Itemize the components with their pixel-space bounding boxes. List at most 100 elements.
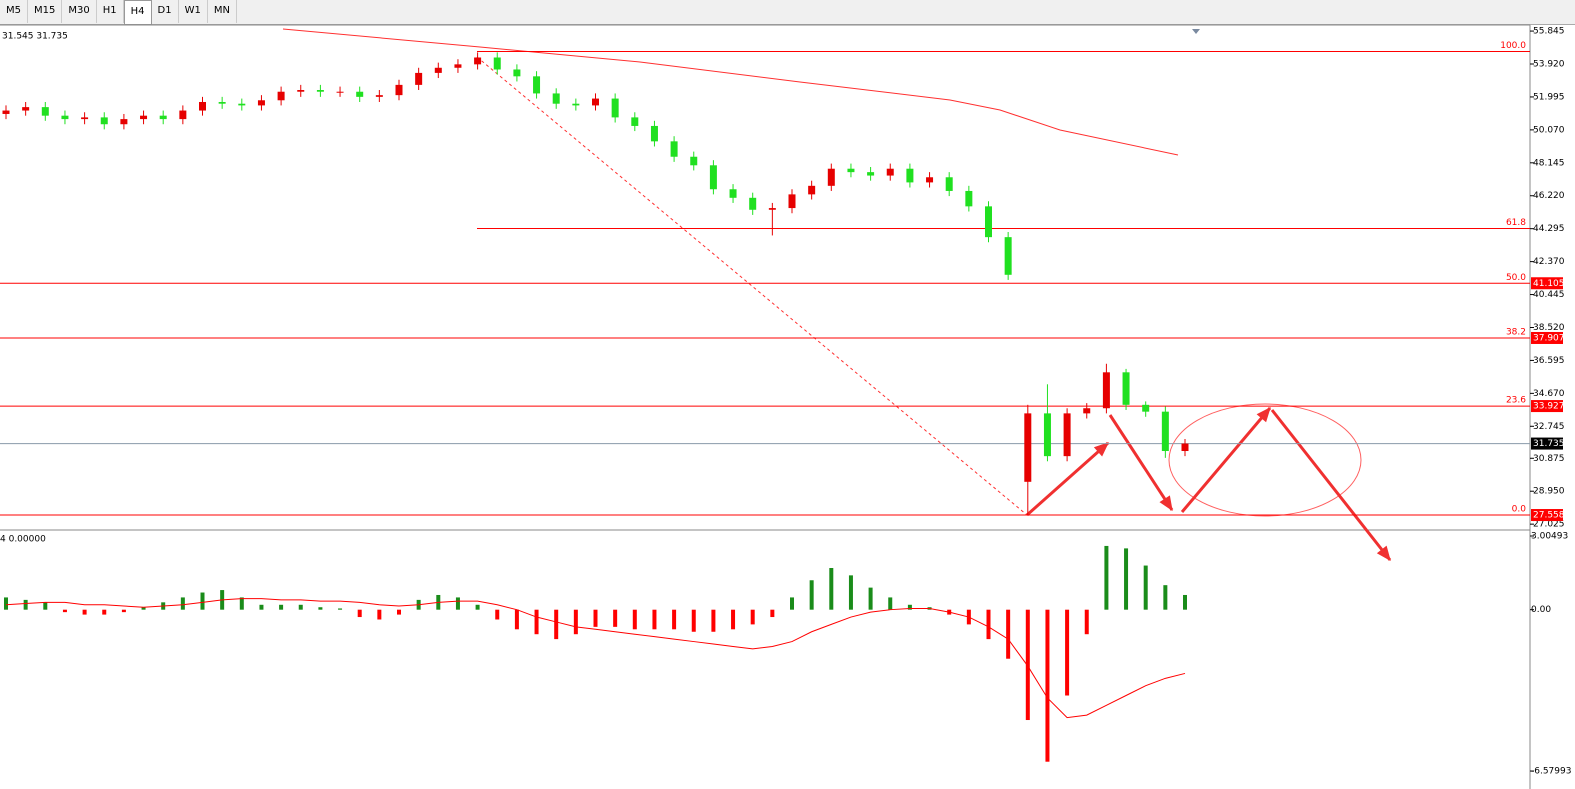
candle-body — [100, 117, 108, 125]
candle-body — [985, 206, 992, 238]
arrow-head — [1256, 407, 1271, 423]
macd-bar — [1025, 609, 1030, 721]
arrow-head — [1376, 545, 1391, 562]
candle-body — [847, 168, 855, 173]
macd-bar — [770, 609, 775, 618]
y-tick-label: 50.070 — [1533, 125, 1565, 135]
macd-bar — [4, 597, 8, 610]
timeframe-tab[interactable]: D1 — [152, 0, 179, 23]
macd-bar — [829, 568, 834, 610]
macd-bar — [377, 609, 382, 620]
candle-body — [867, 172, 875, 176]
macd-bar — [43, 602, 48, 610]
y-tick-label: 40.445 — [1533, 290, 1565, 300]
macd-bar — [102, 609, 107, 615]
timeframe-tab[interactable]: MN — [208, 0, 237, 23]
quote: 31.545 31.735 — [2, 32, 68, 42]
candle-body — [434, 67, 442, 73]
macd-label: 4 0.00000 — [0, 535, 46, 545]
macd-bar — [613, 609, 618, 627]
macd-bar — [121, 609, 126, 613]
candle-body — [1181, 443, 1189, 452]
macd-bar — [1163, 585, 1168, 610]
candle-body — [1043, 413, 1051, 457]
timeframe-tab[interactable]: H1 — [97, 0, 124, 23]
macd-bar — [652, 609, 657, 630]
y-tick-label: 55.845 — [1533, 27, 1565, 37]
trend-line — [476, 56, 1028, 516]
price-box-label: 27.558 — [1533, 511, 1565, 521]
candle-body — [218, 101, 226, 104]
y-tick-label: 48.145 — [1533, 158, 1565, 168]
candle-body — [650, 125, 658, 142]
macd-bar — [357, 609, 362, 618]
y-tick-label: 3.00493 — [1531, 532, 1568, 542]
candle-body — [493, 57, 501, 70]
macd-bar — [907, 604, 912, 610]
candle-body — [926, 177, 934, 183]
macd-bar — [554, 609, 559, 640]
macd-bar — [1006, 609, 1011, 659]
y-tick-label: 28.950 — [1533, 487, 1565, 497]
macd-bar — [338, 608, 343, 610]
macd-bar — [1065, 609, 1070, 696]
y-tick-label: 0.00 — [1531, 605, 1551, 615]
macd-bar — [731, 609, 736, 630]
y-tick-label: 44.295 — [1533, 224, 1565, 234]
macd-bar — [1183, 594, 1187, 610]
candle-body — [788, 194, 796, 209]
arrow-shaft — [1026, 441, 1109, 517]
candle-body — [886, 168, 894, 176]
timeframe-tab[interactable]: W1 — [179, 0, 208, 23]
arrow-shaft — [1270, 409, 1392, 561]
fib-label: 23.6 — [1506, 396, 1526, 406]
macd-bar — [711, 609, 716, 632]
candle-body — [965, 190, 973, 207]
price-box — [1531, 509, 1563, 522]
timeframe-tab[interactable]: M30 — [62, 0, 97, 23]
macd-bar — [790, 597, 794, 610]
macd-bar — [888, 597, 893, 610]
candle-body — [395, 84, 403, 96]
arrow-head — [1093, 442, 1109, 457]
macd-bar — [259, 604, 264, 610]
candle-body — [277, 91, 285, 101]
candle-body — [61, 115, 69, 120]
candle-body — [257, 100, 265, 106]
macd-bar — [239, 597, 244, 610]
macd-bar — [848, 575, 853, 610]
macd-bar — [200, 592, 205, 610]
candle-body — [41, 107, 49, 116]
timeframe-tab[interactable]: M5 — [0, 0, 28, 23]
macd-bar — [1104, 545, 1109, 610]
y-tick-label: 30.875 — [1533, 454, 1565, 464]
candle-body — [356, 91, 364, 97]
candle-body — [749, 197, 757, 210]
y-tick-label: 38.520 — [1533, 323, 1565, 333]
macd-bar — [514, 609, 519, 630]
candle-body — [1024, 413, 1032, 482]
price-box — [1531, 331, 1563, 344]
y-tick-label: 53.920 — [1533, 60, 1565, 70]
candle-body — [1083, 408, 1091, 414]
candle-body — [827, 168, 835, 186]
macd-bar — [1124, 548, 1129, 610]
candle-body — [316, 90, 324, 92]
ellipse — [1168, 403, 1362, 517]
candle-body — [709, 165, 717, 190]
candle-body — [670, 141, 678, 157]
timeframe-tab[interactable]: M15 — [28, 0, 63, 23]
candle-body — [375, 95, 383, 97]
candle-body — [611, 98, 619, 118]
macd-bar — [1143, 565, 1148, 610]
y-tick-label: 36.595 — [1533, 356, 1565, 366]
macd-bar — [298, 604, 303, 610]
y-tick-label: 46.220 — [1533, 191, 1565, 201]
candle-body — [140, 115, 148, 120]
y-tick-label: -6.57993 — [1531, 767, 1571, 777]
macd-bar — [691, 609, 696, 632]
timeframe-bar: M5 M15 M30 H1 H4 D1 W1 MN — [0, 0, 1575, 25]
candle-body — [945, 177, 953, 191]
fib-label: 50.0 — [1506, 273, 1526, 283]
candle-body — [199, 101, 206, 111]
